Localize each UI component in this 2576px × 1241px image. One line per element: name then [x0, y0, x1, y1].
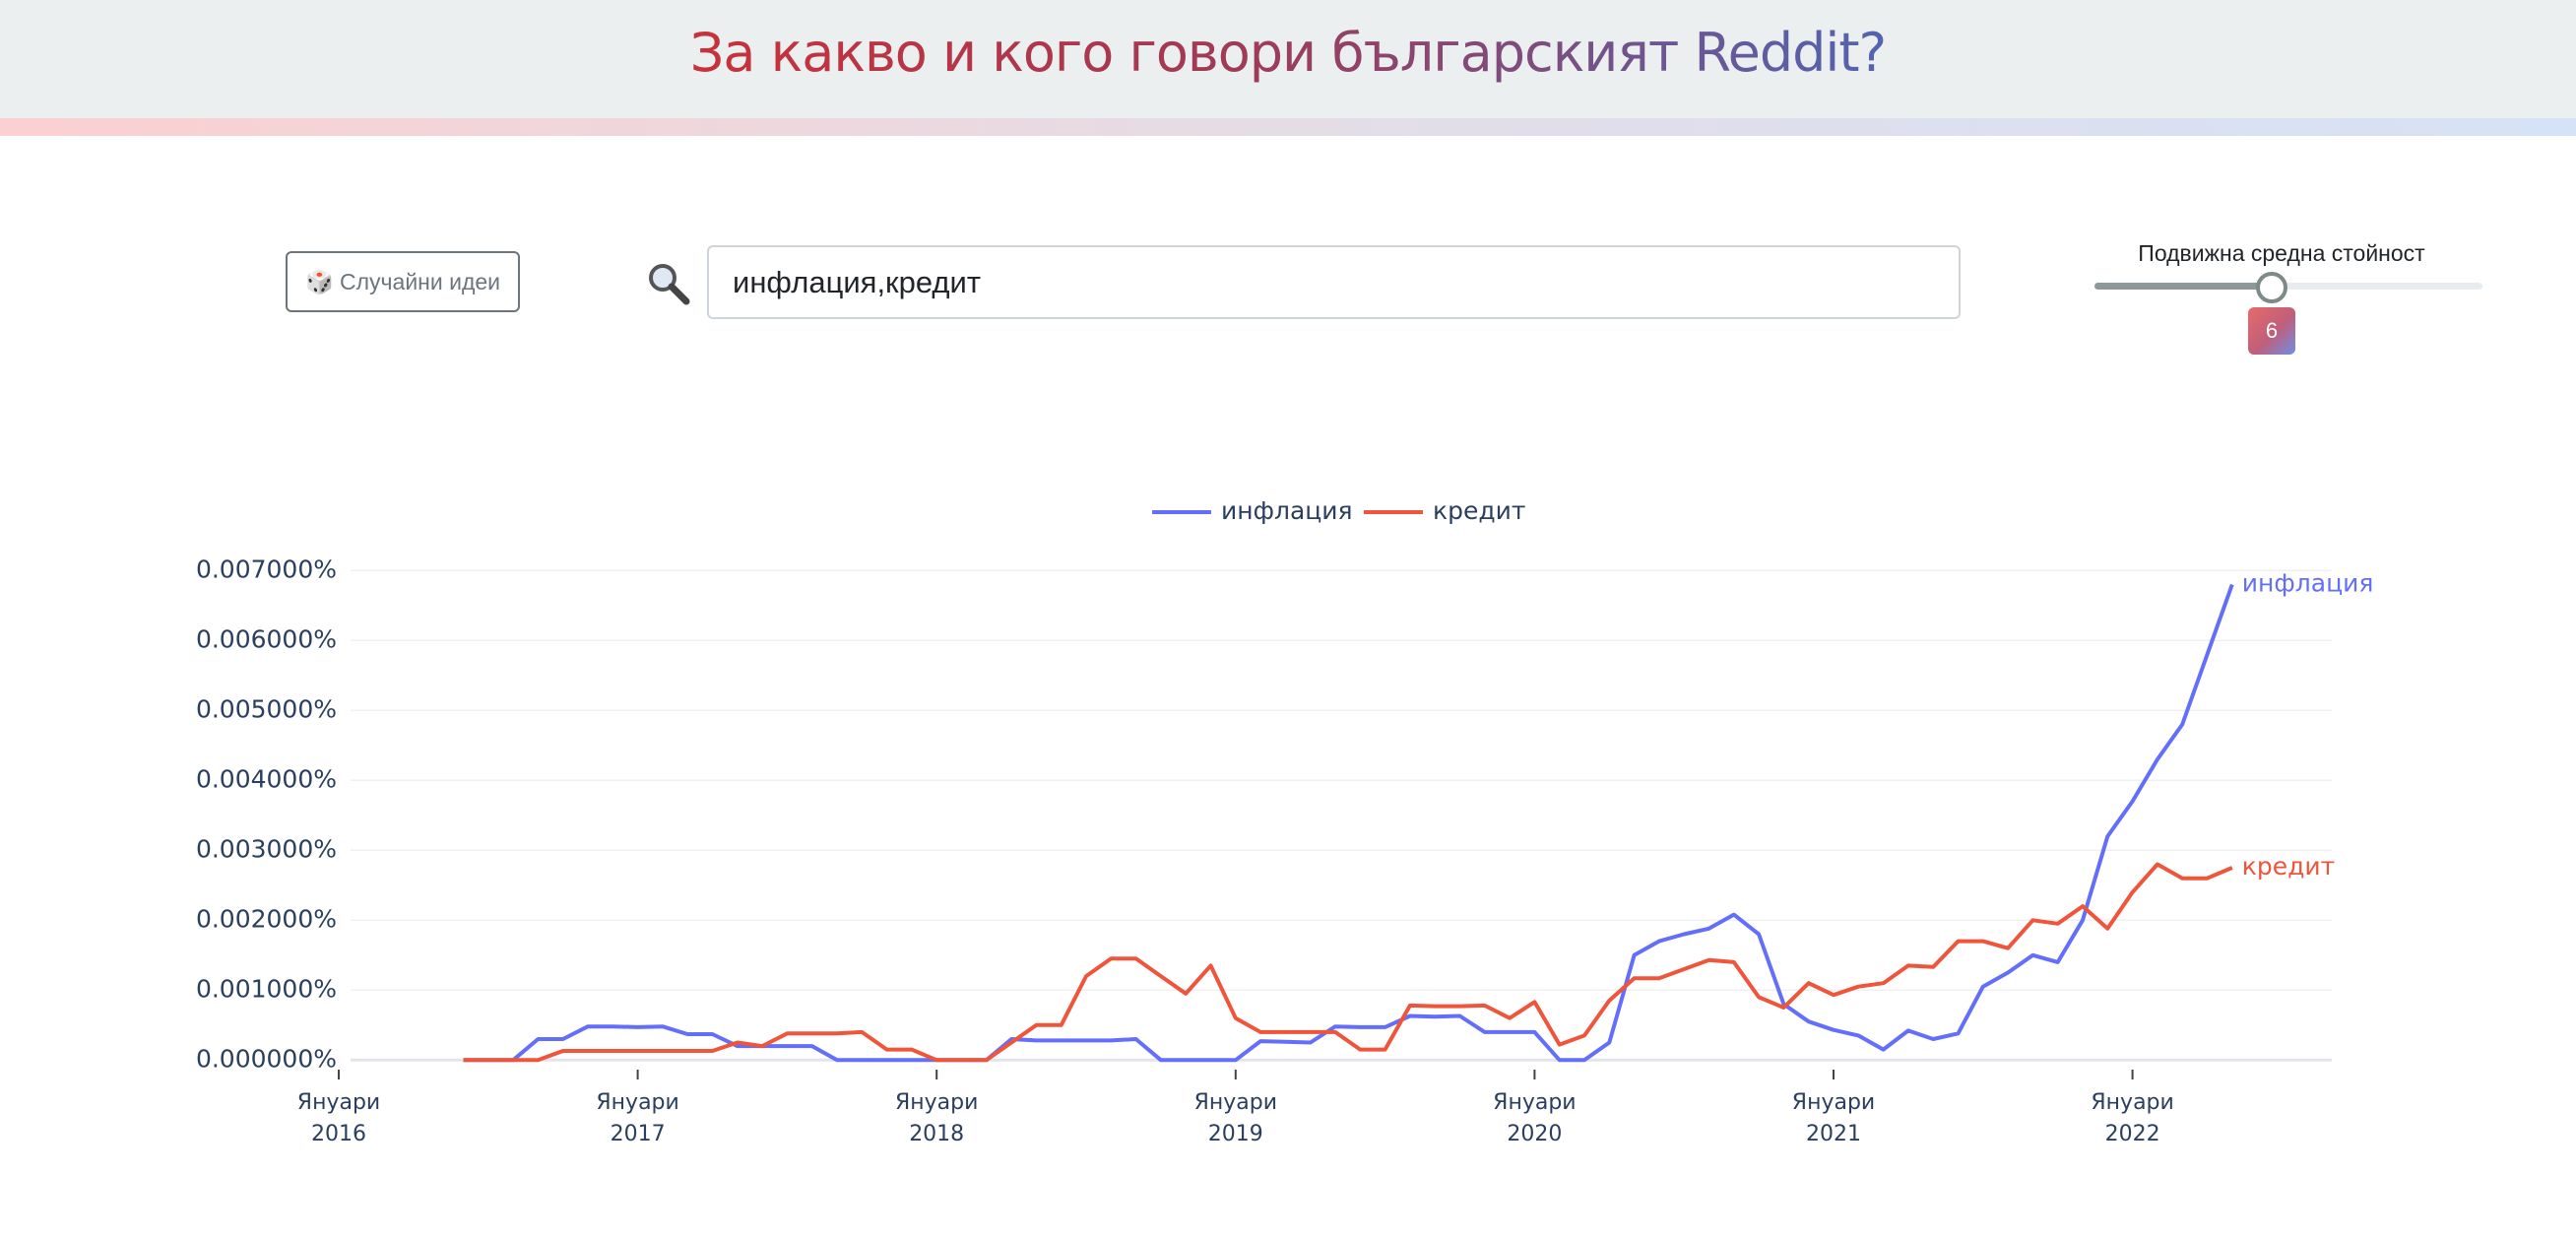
x-tick-label: Януари 2016: [296, 1090, 381, 1146]
x-tick-label: Януари 2020: [1493, 1090, 1577, 1146]
x-tick-label: Януари 2021: [1791, 1090, 1876, 1146]
y-tick-label: 0.000000%: [196, 1044, 337, 1073]
header-strip: [0, 118, 2576, 136]
slider-track[interactable]: [2094, 283, 2482, 290]
x-tick-label: Януари 2019: [1193, 1090, 1278, 1146]
x-tick-label: Януари 2018: [894, 1090, 979, 1146]
slider-knob[interactable]: [2256, 272, 2287, 303]
random-ideas-button[interactable]: 🎲 Случайни идеи: [286, 251, 520, 312]
slider-fill: [2094, 283, 2271, 290]
series-line: [463, 583, 2234, 1063]
legend-label: кредит: [1433, 496, 1525, 525]
page-title: За какво и кого говори българският Reddi…: [686, 22, 1890, 84]
series-end-label: инфлация: [2242, 568, 2374, 597]
y-tick-label: 0.006000%: [196, 624, 337, 653]
y-tick-label: 0.003000%: [196, 834, 337, 863]
header: За какво и кого говори българският Reddi…: [0, 0, 2576, 118]
slider-value: 6: [2248, 307, 2295, 355]
x-tick-label: Януари 2022: [2091, 1090, 2174, 1146]
title-wrap: За какво и кого говори българският Reddi…: [0, 22, 2576, 84]
legend-label: инфлация: [1221, 496, 1353, 525]
y-tick-label: 0.004000%: [196, 764, 337, 793]
y-tick-label: 0.005000%: [196, 694, 337, 723]
search-input[interactable]: инфлация,кредит: [707, 245, 1961, 319]
series-end-label: кредит: [2242, 852, 2335, 881]
y-tick-label: 0.001000%: [196, 974, 337, 1003]
y-tick-label: 0.007000%: [196, 555, 337, 583]
search-icon: [649, 264, 690, 305]
series-line: [463, 862, 2233, 1063]
slider-label: Подвижна средна стойност: [2138, 240, 2425, 266]
x-tick-label: Януари 2017: [596, 1090, 679, 1146]
y-tick-label: 0.002000%: [196, 904, 337, 933]
